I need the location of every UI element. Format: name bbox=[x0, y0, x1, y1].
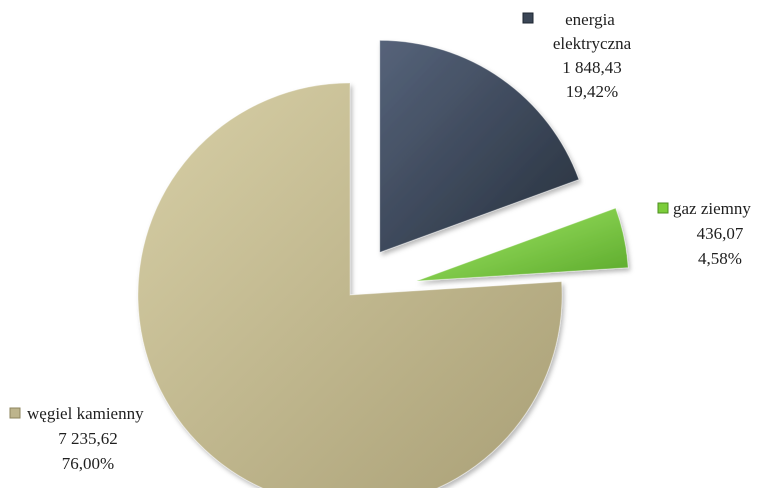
label-name-line-2: elektryczna bbox=[553, 34, 632, 53]
slice-energia-elektryczna bbox=[379, 39, 580, 254]
label-name: węgiel kamienny bbox=[27, 404, 144, 423]
legend-marker-energia-elektryczna bbox=[522, 12, 534, 24]
slice-wegiel-kamienny bbox=[137, 82, 563, 488]
label-name-line-1: energia bbox=[565, 10, 615, 29]
label-name: gaz ziemny bbox=[673, 199, 751, 218]
legend-marker-wegiel-kamienny bbox=[9, 407, 21, 419]
slice-label-wegiel-kamienny: węgiel kamienny 7 235,62 76,00% bbox=[9, 404, 144, 473]
legend-marker-gaz-ziemny bbox=[657, 202, 669, 214]
slice-label-energia-elektryczna: energia elektryczna 1 848,43 19,42% bbox=[522, 10, 632, 101]
label-percent: 76,00% bbox=[62, 454, 114, 473]
pie-slices bbox=[137, 39, 629, 488]
label-percent: 4,58% bbox=[698, 249, 742, 268]
slice-gaz-ziemny bbox=[416, 207, 629, 282]
label-value: 7 235,62 bbox=[58, 429, 118, 448]
label-value: 436,07 bbox=[697, 224, 744, 243]
slice-label-gaz-ziemny: gaz ziemny 436,07 4,58% bbox=[657, 199, 751, 268]
label-percent: 19,42% bbox=[566, 82, 618, 101]
label-value: 1 848,43 bbox=[562, 58, 622, 77]
